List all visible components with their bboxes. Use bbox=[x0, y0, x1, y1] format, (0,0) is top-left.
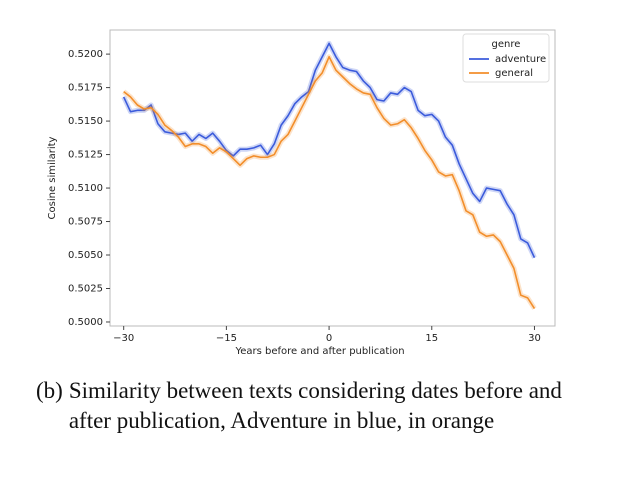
y-tick-label: 0.5200 bbox=[68, 49, 103, 60]
y-tick-label: 0.5125 bbox=[68, 150, 103, 161]
legend-box bbox=[462, 33, 550, 83]
chart: Years before and after publication Cosin… bbox=[47, 29, 556, 357]
legend-title: genre bbox=[492, 39, 521, 50]
y-tick-label: 0.5100 bbox=[68, 183, 103, 194]
y-tick-label: 0.5175 bbox=[68, 83, 103, 94]
caption-text: Similarity between texts considering dat… bbox=[68, 378, 562, 433]
y-tick-label: 0.5000 bbox=[68, 317, 103, 328]
caption: (b) Similarity between texts considering… bbox=[36, 376, 576, 436]
y-axis-label: Cosine similarity bbox=[47, 136, 58, 219]
y-tick-label: 0.5050 bbox=[68, 250, 103, 261]
legend-label: general bbox=[495, 68, 533, 79]
series-line bbox=[123, 55, 536, 310]
series-line bbox=[122, 42, 536, 259]
line-band bbox=[122, 54, 537, 310]
x-tick-label: 0 bbox=[326, 333, 332, 344]
x-tick-label: 15 bbox=[425, 333, 438, 344]
x-tick-label: −15 bbox=[216, 333, 237, 344]
plot-frame bbox=[109, 29, 556, 327]
legend-label: adventure bbox=[495, 54, 546, 65]
x-tick-label: −30 bbox=[113, 333, 134, 344]
x-tick-label: 30 bbox=[528, 333, 541, 344]
y-tick-label: 0.5025 bbox=[68, 283, 103, 294]
y-tick-label: 0.5150 bbox=[68, 116, 103, 127]
y-tick-label: 0.5075 bbox=[68, 217, 103, 228]
caption-label: (b) bbox=[36, 378, 63, 403]
x-axis-label: Years before and after publication bbox=[234, 346, 404, 357]
